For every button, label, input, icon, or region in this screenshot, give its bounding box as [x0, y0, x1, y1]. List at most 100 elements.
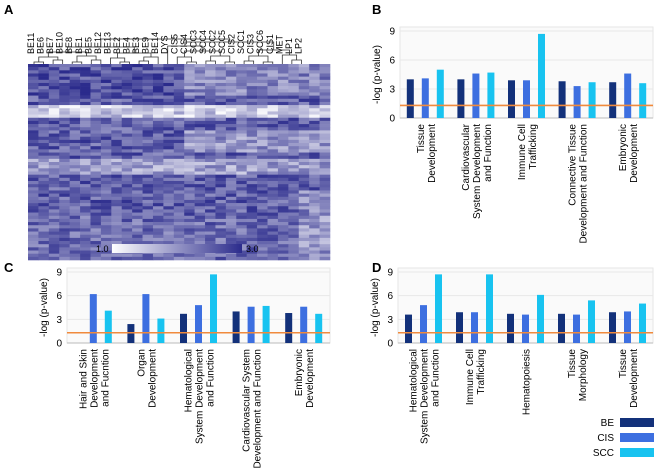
heatmap-cell [142, 203, 154, 207]
heatmap-cell [80, 70, 91, 74]
heatmap-cell [59, 92, 70, 96]
heatmap-cell [236, 212, 247, 217]
heatmap-cell [38, 177, 50, 182]
heatmap-cell [38, 64, 50, 68]
heatmap-cell [173, 114, 185, 119]
sample-label: BE12 [93, 32, 103, 54]
heatmap-cell [309, 231, 320, 236]
heatmap-cell [236, 158, 247, 163]
heatmap-cell [38, 222, 50, 226]
heatmap-cell [225, 92, 237, 96]
heatmap-cell [28, 237, 39, 242]
heatmap-cell [80, 86, 91, 90]
heatmap-cell [90, 174, 102, 179]
heatmap-cell [267, 222, 279, 226]
heatmap-cell [236, 228, 247, 232]
bar-be [558, 313, 565, 343]
heatmap-cell [225, 256, 237, 261]
heatmap-cell [90, 64, 102, 68]
heatmap-cell [277, 237, 289, 242]
sample-label: LP2 [293, 38, 303, 54]
heatmap-cell [277, 64, 289, 68]
heatmap-cell [288, 155, 300, 160]
bar-scc [315, 313, 323, 343]
sample-label: BE11 [26, 33, 36, 54]
dendrogram-link [281, 54, 298, 64]
heatmap-cell [194, 136, 206, 141]
heatmap-cell [38, 218, 50, 223]
heatmap-cell [194, 241, 206, 245]
heatmap-cell [205, 171, 216, 175]
heatmap-cell [267, 203, 279, 207]
heatmap-cell [100, 256, 112, 261]
heatmap-cell [267, 241, 279, 245]
heatmap-cell [100, 168, 112, 172]
heatmap-cell [225, 155, 237, 160]
heatmap-cell [309, 241, 320, 245]
heatmap-cell [309, 89, 320, 93]
heatmap-cell [90, 152, 102, 156]
heatmap-cell [28, 247, 39, 251]
heatmap-cell [59, 237, 70, 242]
bar-be [405, 314, 412, 343]
heatmap-cell [319, 228, 331, 232]
heatmap-cell [163, 171, 175, 175]
heatmap-cell [309, 203, 320, 207]
bar-scc [104, 310, 112, 343]
heatmap-cell [163, 215, 175, 220]
bar-cis [471, 312, 478, 343]
heatmap-cell [121, 152, 133, 156]
heatmap-cell [80, 73, 91, 77]
heatmap-cell [194, 152, 206, 156]
heatmap-cell [257, 171, 268, 175]
heatmap-cell [225, 143, 237, 147]
heatmap-cell [69, 146, 81, 150]
heatmap-cell [267, 155, 279, 160]
heatmap-cell [298, 73, 310, 77]
heatmap-cell [257, 180, 268, 185]
heatmap-cell [163, 209, 175, 213]
heatmap-cell [132, 152, 143, 156]
heatmap-cell [184, 101, 195, 106]
heatmap-cell [309, 67, 320, 71]
heatmap-cell [288, 237, 300, 242]
heatmap-cell [100, 130, 112, 134]
heatmap-cell [121, 168, 133, 172]
heatmap-cell [277, 127, 289, 131]
heatmap-cell [90, 165, 102, 169]
heatmap-cell [215, 174, 227, 179]
heatmap-cell [59, 73, 70, 77]
heatmap-cell [194, 177, 206, 182]
bar-be [285, 313, 293, 343]
heatmap-cell [194, 168, 206, 172]
heatmap-cell [246, 98, 258, 103]
heatmap-cell [28, 101, 39, 106]
heatmap-cell [205, 222, 216, 226]
heatmap-cell [298, 250, 310, 254]
heatmap-cell [215, 127, 227, 131]
heatmap-cell [100, 228, 112, 232]
heatmap-cell [184, 82, 195, 87]
heatmap-cell [246, 171, 258, 175]
heatmap-cell [38, 155, 50, 160]
heatmap-cell [215, 171, 227, 175]
heatmap-cell [90, 225, 102, 229]
heatmap-cell [277, 86, 289, 90]
heatmap-cell [257, 67, 268, 71]
heatmap-cell [132, 184, 143, 188]
bar-cis [624, 311, 631, 343]
heatmap-cell [132, 139, 143, 144]
heatmap-cell [111, 143, 123, 147]
heatmap-cell [319, 143, 331, 147]
sample-label: BE13 [102, 32, 112, 54]
heatmap-cell [28, 67, 39, 71]
heatmap-cell [319, 136, 331, 141]
heatmap-cell [246, 89, 258, 93]
heatmap-cell [90, 95, 102, 100]
heatmap-cell [152, 92, 164, 96]
heatmap-cell [298, 133, 310, 138]
heatmap-cell [80, 92, 91, 96]
heatmap-cell [38, 231, 50, 236]
heatmap-cell [309, 155, 320, 160]
heatmap-cell [194, 206, 206, 210]
